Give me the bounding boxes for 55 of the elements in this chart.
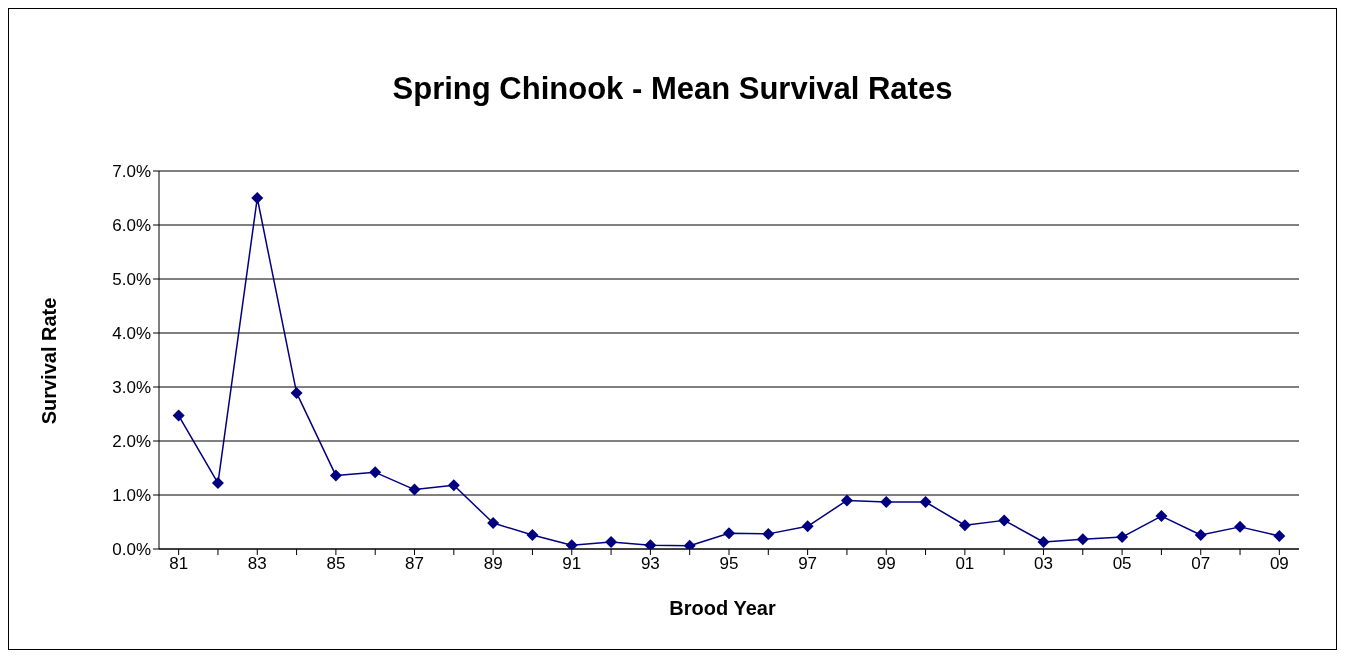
x-tick-label: 85 <box>326 554 346 574</box>
x-tick-label: 91 <box>562 554 582 574</box>
x-tick-label: 81 <box>169 554 189 574</box>
point <box>762 527 775 540</box>
point <box>880 496 893 509</box>
point <box>172 409 185 422</box>
x-tick-label: 83 <box>247 554 267 574</box>
x-tick-label: 99 <box>876 554 896 574</box>
y-tick-label: 5.0% <box>112 270 151 290</box>
y-tick-label: 7.0% <box>112 162 151 182</box>
y-tick-label: 6.0% <box>112 216 151 236</box>
x-tick-label: 87 <box>405 554 424 574</box>
point <box>840 494 853 507</box>
point <box>329 469 342 482</box>
point <box>998 514 1011 527</box>
x-tick-label: 97 <box>798 554 818 574</box>
chart-title: Spring Chinook - Mean Survival Rates <box>391 71 954 107</box>
x-tick-label: 01 <box>955 554 975 574</box>
x-tick-label: 89 <box>483 554 503 574</box>
point <box>211 477 224 490</box>
point <box>1234 520 1247 533</box>
point <box>958 519 971 532</box>
point <box>605 535 618 548</box>
point <box>919 496 932 509</box>
y-tick-label: 4.0% <box>112 324 151 344</box>
point <box>1037 535 1050 548</box>
point <box>1155 510 1168 523</box>
x-axis-title: Brood Year <box>668 597 777 620</box>
point <box>487 517 500 530</box>
y-tick-label: 0.0% <box>112 540 151 560</box>
x-tick-label: 05 <box>1112 554 1132 574</box>
point <box>1273 530 1286 543</box>
x-tick-label: 95 <box>719 554 739 574</box>
point <box>801 520 814 533</box>
point <box>683 539 696 549</box>
point <box>1194 528 1207 541</box>
x-tick-label: 03 <box>1034 554 1053 574</box>
y-tick-label: 1.0% <box>112 486 151 506</box>
x-tick-label: 07 <box>1191 554 1211 574</box>
point <box>369 466 382 479</box>
point <box>644 539 657 549</box>
point <box>1076 533 1089 546</box>
point <box>447 479 460 492</box>
y-axis-title: Survival Rate <box>37 297 61 425</box>
y-tick-label: 3.0% <box>112 378 151 398</box>
x-tick-label: 09 <box>1269 554 1289 574</box>
point <box>251 192 264 204</box>
x-tick-label: 93 <box>640 554 660 574</box>
point <box>408 483 421 496</box>
y-tick-label: 2.0% <box>112 432 151 452</box>
point <box>526 528 539 541</box>
point <box>565 539 578 549</box>
point <box>290 386 303 399</box>
point <box>723 527 735 540</box>
point <box>1116 531 1129 544</box>
